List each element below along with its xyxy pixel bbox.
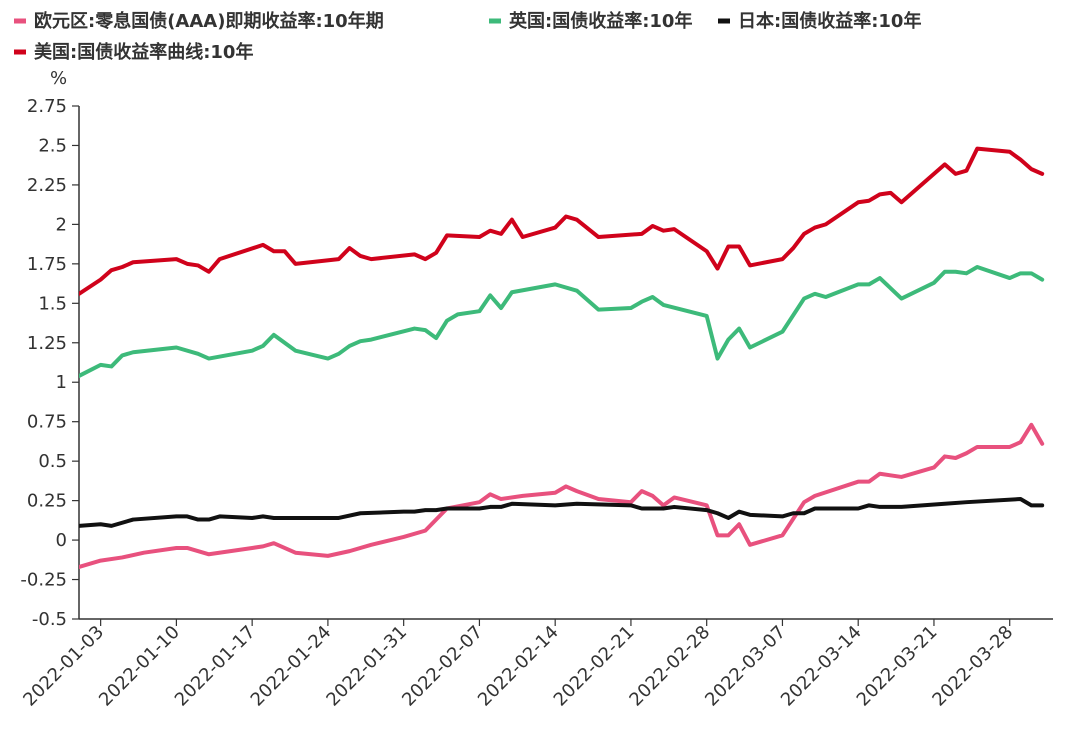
x-tick-label: 2022-03-07 (701, 622, 790, 711)
y-tick-label: 1.5 (38, 293, 67, 314)
x-tick-label: 2022-01-17 (171, 622, 260, 711)
x-tick-label: 2022-02-28 (625, 622, 714, 711)
legend-item-2: 日本:国债收益率:10年 (718, 10, 921, 32)
x-tick-label: 2022-01-03 (19, 622, 108, 711)
legend-label: 欧元区:零息国债(AAA)即期收益率:10年期 (34, 10, 384, 32)
legend: 欧元区:零息国债(AAA)即期收益率:10年期 英国:国债收益率:10年 日本:国债… (14, 10, 921, 63)
series-line-3 (79, 146, 1045, 296)
legend-label: 日本:国债收益率:10年 (738, 10, 921, 32)
x-tick-label: 2022-01-31 (322, 622, 411, 711)
x-tick-label: 2022-03-28 (928, 622, 1017, 711)
y-tick-label: 2.5 (38, 135, 67, 156)
x-tick-label: 2022-01-10 (95, 622, 184, 711)
y-tick-label: 2.75 (27, 96, 67, 117)
series-line-0 (79, 422, 1045, 569)
y-tick-label: 1.25 (27, 333, 67, 354)
series-line-2 (79, 497, 1045, 528)
y-tick-label: 0.75 (27, 412, 67, 433)
y-tick-label: 0.25 (27, 491, 67, 512)
legend-label: 美国:国债收益率曲线:10年 (34, 41, 253, 63)
x-tick-label: 2022-02-07 (398, 622, 487, 711)
x-tick-label: 2022-02-21 (550, 622, 639, 711)
x-tick-label: 2022-03-21 (853, 622, 942, 711)
x-tick-label: 2022-03-14 (777, 622, 866, 711)
y-axis-unit-label: % (50, 68, 67, 89)
legend-item-0: 欧元区:零息国债(AAA)即期收益率:10年期 (14, 10, 384, 32)
y-tick-label: 2 (56, 214, 67, 235)
legend-item-3: 美国:国债收益率曲线:10年 (14, 41, 253, 63)
legend-item-1: 英国:国债收益率:10年 (489, 10, 692, 32)
y-tick-label: 1.75 (27, 254, 67, 275)
y-tick-label: -0.5 (32, 609, 67, 630)
x-axis: 2022-01-032022-01-102022-01-172022-01-24… (19, 618, 1053, 711)
y-axis: 2.75 2.5 2.25 2 1.75 1.5 1.25 1 0.75 0.5 0.25 0 -0.2… (20, 96, 80, 630)
y-tick-label: 2.25 (27, 175, 67, 196)
series-line-1 (79, 265, 1045, 378)
y-tick-label: 0.5 (38, 451, 67, 472)
x-tick-label: 2022-01-24 (247, 622, 336, 711)
y-tick-label: 1 (56, 372, 67, 393)
legend-label: 英国:国债收益率:10年 (508, 10, 692, 32)
y-tick-label: -0.25 (20, 570, 67, 591)
x-tick-label: 2022-02-14 (474, 622, 563, 711)
series-layer (79, 146, 1045, 569)
y-tick-label: 0 (56, 530, 67, 551)
